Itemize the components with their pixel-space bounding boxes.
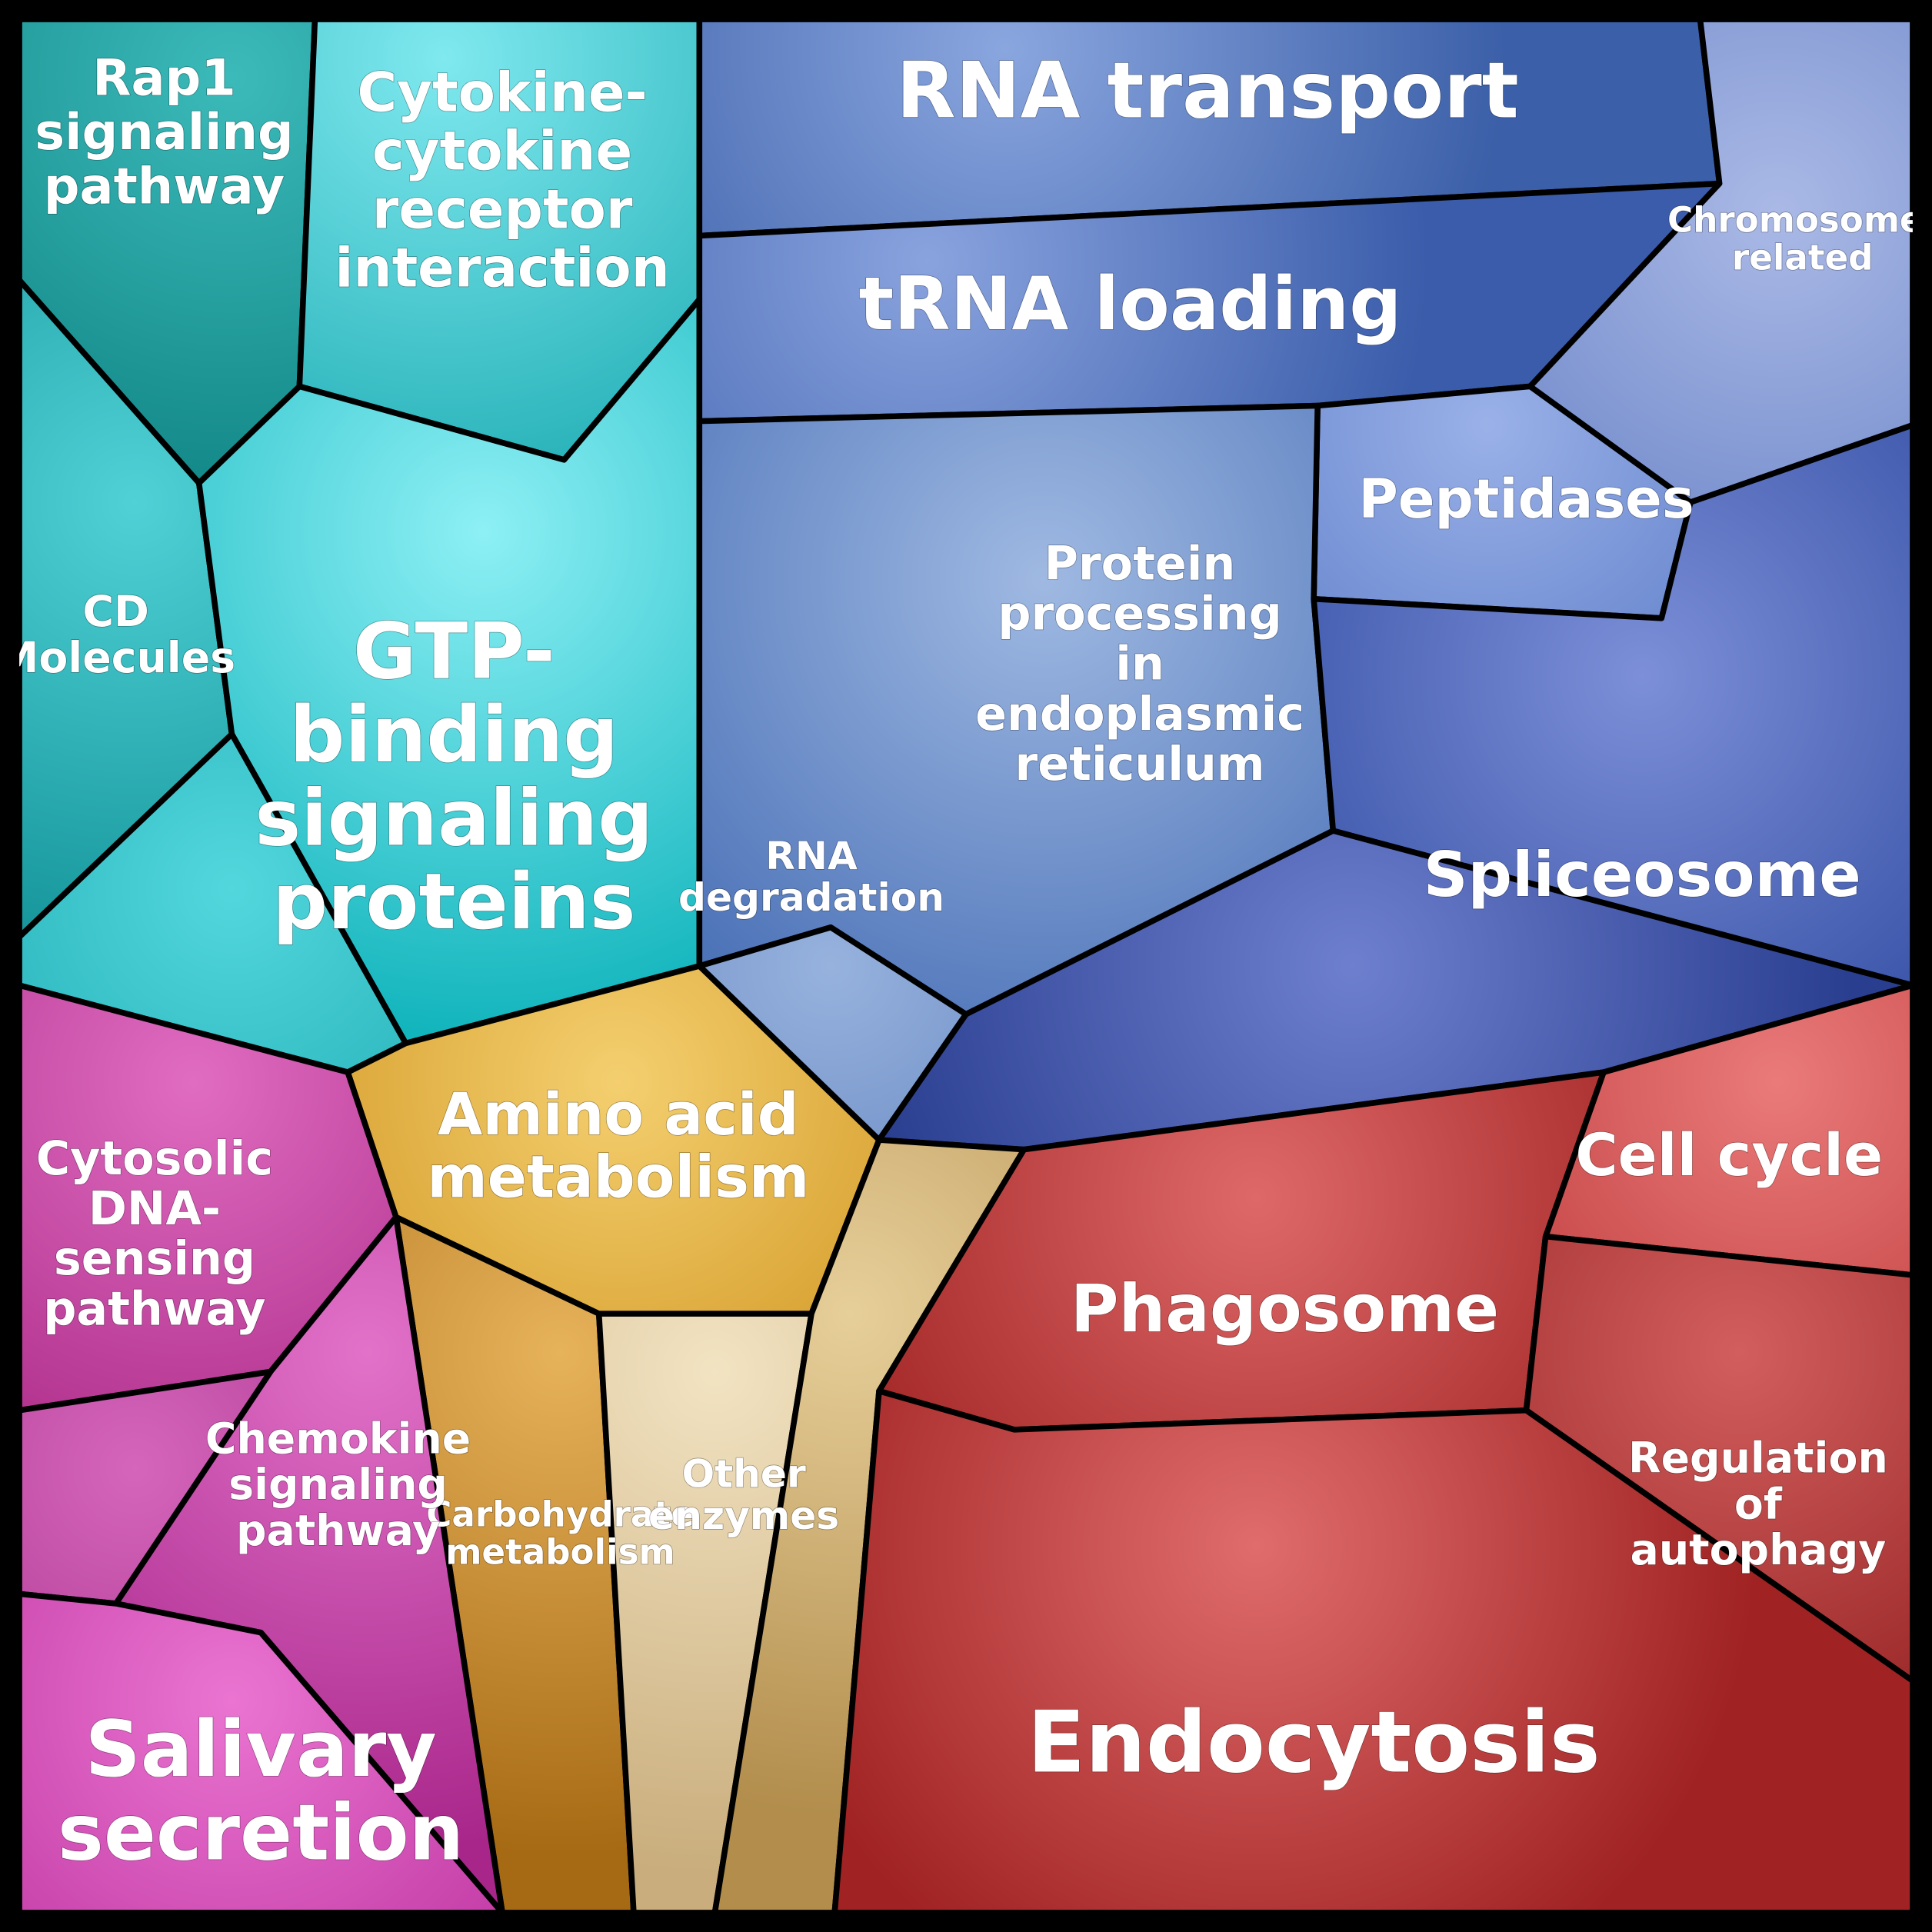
label-trna: tRNA loading (858, 261, 1401, 347)
label-peptidases: Peptidases (1358, 468, 1694, 531)
label-cell_cycle: Cell cycle (1575, 1121, 1883, 1189)
label-salivary: Salivarysecretion (58, 1704, 464, 1878)
label-cyto_dna: CytosolicDNA-sensingpathway (36, 1132, 273, 1336)
label-chemokine: Chemokinesignalingpathway (205, 1415, 471, 1556)
label-amino: Amino acidmetabolism (427, 1080, 809, 1210)
voronoi-treemap: Rap1signalingpathwayCytokine-cytokinerec… (0, 0, 1932, 1932)
label-endocytosis: Endocytosis (1028, 1694, 1601, 1793)
label-rna_transport: RNA transport (896, 46, 1518, 136)
diagram-container: Rap1signalingpathwayCytokine-cytokinerec… (0, 0, 1932, 1932)
label-cytokine: Cytokine-cytokinereceptorinteraction (335, 61, 669, 299)
label-spliceosome: Spliceosome (1424, 838, 1861, 911)
label-phagosome: Phagosome (1071, 1272, 1499, 1348)
